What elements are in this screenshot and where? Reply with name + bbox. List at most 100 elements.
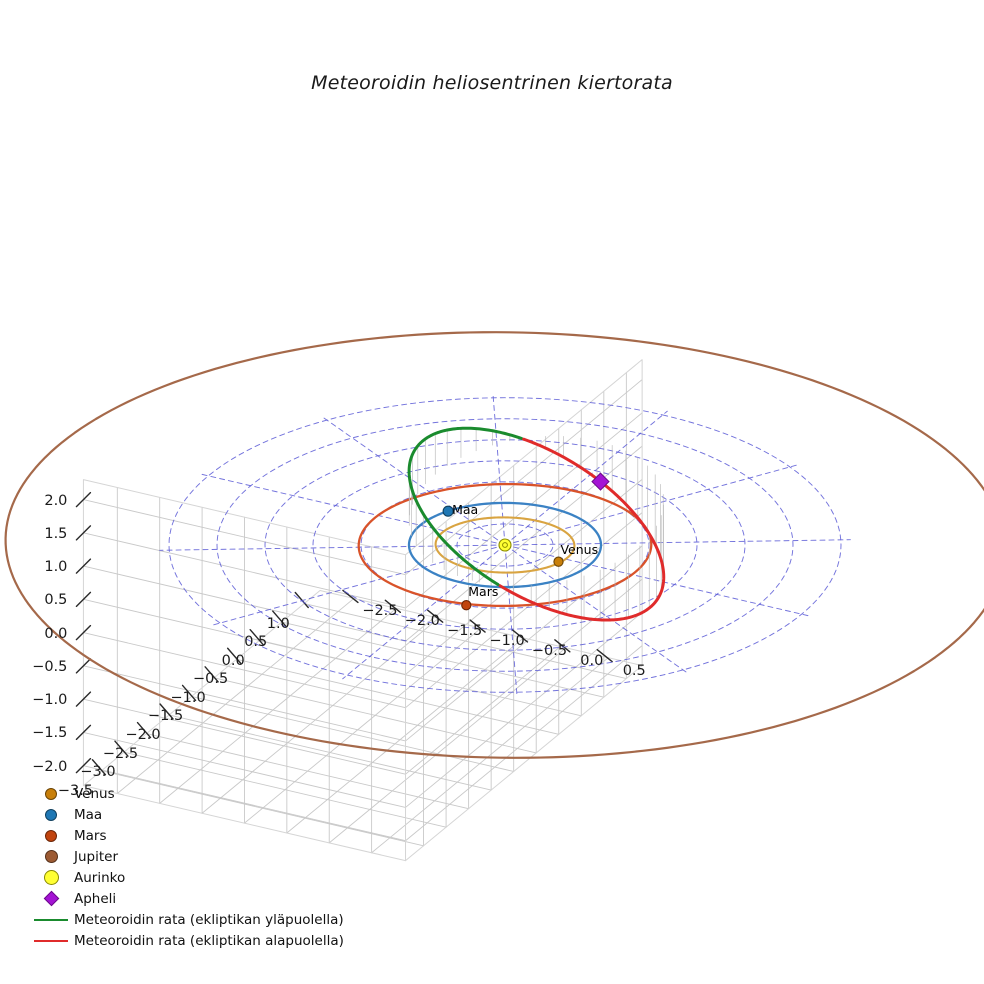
y-tick-label-0: −2.5 (362, 603, 398, 620)
z-tick-label-2: 1.0 (44, 559, 68, 576)
page-title: Meteoroidin heliosentrinen kiertorata (311, 72, 673, 94)
orbit-venus (434, 516, 576, 574)
grid-line-wally-z (405, 611, 643, 808)
z-tick-label-1: 1.5 (44, 525, 68, 542)
z-tick-mark (75, 757, 92, 774)
grid-line-wallx-z (82, 632, 406, 709)
legend-label-mars: Mars (74, 827, 107, 844)
x-tick-label-3: −2.0 (125, 726, 161, 743)
legend-label-venus: Venus (74, 785, 115, 802)
grid-line-wallx-z (82, 765, 406, 842)
y-tick-mark (596, 648, 613, 663)
x-tick-mark (204, 666, 219, 683)
point-label-mars: Mars (468, 584, 499, 600)
z-tick-label-3: 0.5 (44, 592, 68, 609)
grid-line-wally-z (405, 578, 643, 775)
polar-grid-radial (199, 473, 506, 546)
y-tick-label-6: 0.5 (622, 662, 646, 679)
legend-dot-venus-icon (45, 787, 57, 800)
polar-grid-radial (504, 544, 811, 617)
marker-venus (553, 556, 564, 567)
legend-marker-venus-icon (28, 787, 74, 800)
grid-line-wally-z (405, 478, 643, 675)
y-tick-mark (469, 619, 486, 633)
z-tick-label-5: −0.5 (32, 658, 68, 675)
grid-line-floor-y (116, 597, 355, 794)
polar-grid-radial (504, 544, 518, 697)
y-tick-mark (554, 639, 571, 653)
x-tick-mark (91, 759, 107, 776)
legend-item-sun: Aurinko (28, 867, 344, 888)
legend-dot-mars-icon (45, 829, 57, 842)
y-tick-label-1: −2.0 (404, 613, 440, 630)
legend-dot-sun-icon (43, 870, 59, 885)
z-tick-label-6: −1.0 (32, 692, 68, 709)
legend-item-earth: Maa (28, 804, 344, 825)
x-tick-mark (249, 628, 264, 646)
marker-mars (461, 600, 472, 611)
z-tick-mark (75, 491, 92, 508)
grid-line-wallx-z (82, 665, 406, 742)
legend-line-orbit-below-icon (34, 939, 68, 942)
legend-item-aphelion: Apheli (28, 888, 344, 909)
x-tick-mark (159, 703, 174, 720)
grid-line-floor-y (371, 657, 609, 854)
x-tick-mark (226, 647, 242, 664)
y-tick-mark (511, 629, 529, 643)
z-tick-mark (75, 724, 92, 741)
z-tick-mark (75, 691, 92, 707)
polar-grid-radial (504, 410, 668, 546)
orbit-jupiter (4, 331, 984, 759)
meteoroid-orbit-above-ecliptic (407, 426, 524, 569)
x-tick-mark (181, 684, 197, 702)
y-tick-mark (384, 599, 402, 613)
z-tick-mark (75, 525, 92, 541)
meteoroid-orbit-above-ecliptic (470, 565, 500, 586)
polar-grid-radial (492, 393, 506, 546)
y-tick-label-5: 0.0 (580, 652, 604, 669)
x-tick-mark (272, 610, 287, 627)
polar-grid-radial (504, 464, 799, 546)
legend-item-venus: Venus (28, 783, 344, 804)
panel-outline-wally (405, 359, 643, 862)
grid-line-wallx-z (82, 499, 406, 576)
grid-line-floor-y (328, 647, 567, 844)
legend-marker-earth-icon (28, 808, 74, 821)
legend-label-sun: Aurinko (74, 869, 126, 886)
z-tick-label-0: 2.0 (44, 492, 68, 509)
grid-line-wally-z (405, 379, 643, 576)
x-tick-label-9: 1.0 (266, 615, 290, 632)
grid-line-wallx-z (82, 598, 406, 675)
grid-line-wally-z (405, 412, 643, 609)
y-tick-mark (427, 609, 444, 623)
legend-marker-orbit-above-icon (28, 918, 74, 921)
z-tick-mark (75, 591, 92, 608)
x-tick-label-1: −3.0 (80, 764, 116, 781)
polar-grid-radial (211, 544, 506, 626)
z-tick-mark (75, 624, 92, 641)
x-tick-label-5: −1.0 (170, 689, 206, 706)
x-tick-label-2: −2.5 (102, 745, 139, 762)
grid-line-wallx-z (82, 565, 406, 642)
legend-label-jupiter: Jupiter (74, 848, 119, 865)
grid-line-wally-z (405, 645, 643, 842)
x-tick-mark (294, 591, 309, 609)
legend-item-orbit-below: Meteoroidin rata (ekliptikan alapuolella… (28, 930, 344, 951)
point-label-earth: Maa (452, 502, 479, 518)
legend-marker-mars-icon (28, 829, 74, 842)
grid-line-floor-y (159, 607, 397, 804)
marker-sun-inner-ring (502, 542, 508, 548)
x-tick-label-6: −0.5 (193, 671, 229, 688)
z-tick-mark (75, 558, 92, 574)
marker-aphelion (591, 472, 610, 491)
legend-marker-orbit-below-icon (28, 939, 74, 942)
grid-line-wallx-z (82, 698, 406, 775)
y-tick-mark (342, 589, 359, 604)
z-tick-label-8: −2.0 (32, 758, 68, 775)
legend-marker-sun-icon (28, 870, 74, 885)
legend-label-earth: Maa (74, 806, 103, 823)
grid-line-floor-y (201, 617, 440, 814)
x-tick-label-8: 0.5 (244, 634, 268, 651)
